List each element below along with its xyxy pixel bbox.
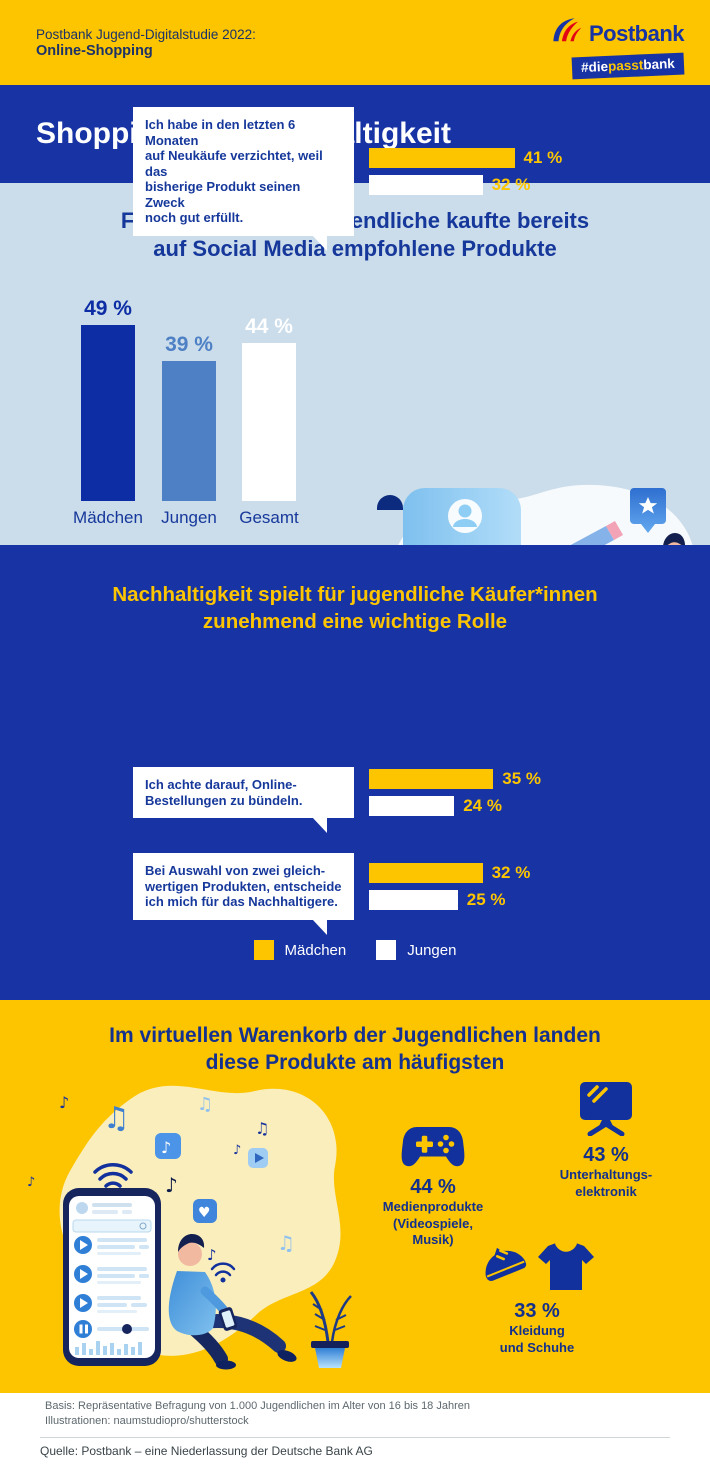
study-title-block: Postbank Jugend-Digitalstudie 2022: Onli… <box>36 26 256 60</box>
section-products: Im virtuellen Warenkorb der Jugendlichen… <box>0 1000 710 1393</box>
study-title: Postbank Jugend-Digitalstudie 2022: <box>36 27 256 42</box>
bar-value-label: 25 % <box>466 889 506 909</box>
footer-divider <box>40 1437 670 1438</box>
svg-text:♪: ♪ <box>27 1175 35 1190</box>
legend-item-jungen: Jungen <box>376 940 456 960</box>
person-with-smartphone <box>168 1234 297 1370</box>
music-app-icon: ♪ <box>155 1133 181 1159</box>
sneaker-icon <box>485 1247 527 1281</box>
gamepad-icon <box>358 1122 508 1168</box>
chart-legend: Mädchen Jungen <box>0 940 710 960</box>
svg-text:♫: ♫ <box>103 1101 130 1136</box>
plant-pot <box>309 1291 352 1368</box>
section-social-media: Fast jede*r zweite Jugendliche kaufte be… <box>0 183 710 718</box>
music-notes: ♪ ♫ ♫ ♫ ♪ ♪ ♫ ♪ ♪ <box>27 1093 295 1264</box>
player-row <box>74 1320 149 1338</box>
product-value-label: 43 % <box>583 1144 629 1166</box>
bar-value-label: 49 % <box>84 296 132 320</box>
product-name: Kleidung und Schuhe <box>499 1323 575 1355</box>
product-item-medienprodukte: 44 % Medienprodukte (Videospiele, Musik) <box>358 1122 508 1249</box>
bar-maedchen-rect <box>369 147 515 168</box>
svg-text:♪: ♪ <box>233 1143 241 1158</box>
scroll-top-roll <box>377 495 403 510</box>
legend-swatch-maedchen <box>253 940 274 960</box>
clothes-icons <box>462 1236 612 1292</box>
svg-text:♥: ♥ <box>198 1205 211 1221</box>
postbank-swoosh-icon <box>550 16 584 51</box>
speech-bubble: Ich achte darauf, Online- Bestellungen z… <box>133 767 354 833</box>
footer-source: Quelle: Postbank – eine Niederlassung de… <box>40 1444 373 1458</box>
wifi-icon <box>93 1163 133 1188</box>
section-sustainability: Nachhaltigkeit spielt für jugendliche Kä… <box>0 107 710 1000</box>
music-phone-illustration: ♪ ♫ ♫ ♫ ♪ ♪ ♫ ♪ ♪ ♪ <box>15 1076 385 1390</box>
playlist-rows <box>74 1236 149 1313</box>
product-name: Unterhaltungs- elektronik <box>559 1167 653 1199</box>
footer: Basis: Repräsentative Befragung von 1.00… <box>0 1393 710 1473</box>
bar-value-label: 32 % <box>491 862 531 882</box>
equalizer-bars <box>75 1341 142 1355</box>
svg-text:♫: ♫ <box>197 1094 213 1115</box>
product-name: Medienprodukte (Videospiele, Musik) <box>382 1199 484 1247</box>
bar-value-label: 41 % <box>523 147 563 167</box>
top-bar: Postbank Jugend-Digitalstudie 2022: Onli… <box>0 0 710 85</box>
smartphone-music-app <box>63 1188 161 1366</box>
bar-value-label: 24 % <box>463 796 502 815</box>
product-value-label: 33 % <box>514 1300 560 1322</box>
bar-value-label: 32 % <box>491 174 531 194</box>
tv-icon <box>531 1080 681 1136</box>
speech-bubble: Bei Auswahl von zwei gleich- wertigen Pr… <box>133 853 354 934</box>
heart-app-icon: ♥ <box>193 1199 217 1223</box>
bar-maedchen: 49 % <box>81 297 135 501</box>
svg-text:♪: ♪ <box>165 1173 178 1197</box>
postbank-logo: Postbank #diepasstbank <box>550 16 685 80</box>
footer-basis: Basis: Repräsentative Befragung von 1.00… <box>45 1400 470 1427</box>
bar-category-label: Jungen <box>161 508 217 527</box>
bar-jungen-rect <box>369 889 458 910</box>
bar-category-label: Gesamt <box>239 508 299 527</box>
section-products-heading: Im virtuellen Warenkorb der Jugendlichen… <box>109 1024 601 1074</box>
bar-jungen-rect <box>369 174 483 195</box>
bar-maedchen-rect <box>369 862 483 883</box>
reviewer-avatar <box>448 499 482 533</box>
statement-row: Ich habe in den letzten 6 Monaten auf Ne… <box>133 107 563 250</box>
legend-item-maedchen: Mädchen <box>253 940 346 960</box>
product-item-elektronik: 43 % Unterhaltungs- elektronik <box>531 1080 681 1200</box>
product-item-kleidung: 33 % Kleidung und Schuhe <box>462 1236 612 1356</box>
play-app-icon <box>248 1148 268 1168</box>
study-topic: Online-Shopping <box>36 43 153 59</box>
bar-maedchen-rect <box>369 769 494 789</box>
postbank-wordmark: Postbank <box>588 20 685 46</box>
bar-gesamt-rect <box>242 342 296 501</box>
bar-category-label: Mädchen <box>73 508 143 527</box>
bar-jungen: 39 % <box>162 333 216 501</box>
svg-text:♪: ♪ <box>59 1093 69 1112</box>
tshirt-icon <box>538 1242 594 1290</box>
bar-jungen-rect <box>369 796 455 816</box>
legend-swatch-jungen <box>376 940 397 960</box>
bar-value-label: 39 % <box>165 332 213 356</box>
product-value-label: 44 % <box>410 1176 456 1198</box>
svg-text:♫: ♫ <box>277 1231 295 1255</box>
svg-text:♪: ♪ <box>161 1138 171 1157</box>
hashtag-claim: #diepasstbank <box>571 52 685 80</box>
bar-maedchen-rect <box>81 324 135 501</box>
svg-text:♪: ♪ <box>207 1246 217 1264</box>
svg-text:♫: ♫ <box>255 1119 269 1138</box>
bar-jungen-rect <box>162 360 216 501</box>
section-sustainability-heading: Nachhaltigkeit spielt für jugendliche Kä… <box>112 583 598 633</box>
bar-gesamt: 44 % <box>242 315 296 501</box>
statement-row: Bei Auswahl von zwei gleich- wertigen Pr… <box>133 853 531 934</box>
statement-row: Ich achte darauf, Online- Bestellungen z… <box>133 767 541 833</box>
star-badge-icon <box>630 488 666 533</box>
bar-value-label: 35 % <box>502 769 541 788</box>
small-wifi-icon <box>210 1262 236 1277</box>
speech-bubble: Ich habe in den letzten 6 Monaten auf Ne… <box>133 107 354 250</box>
bar-value-label: 44 % <box>245 314 293 338</box>
